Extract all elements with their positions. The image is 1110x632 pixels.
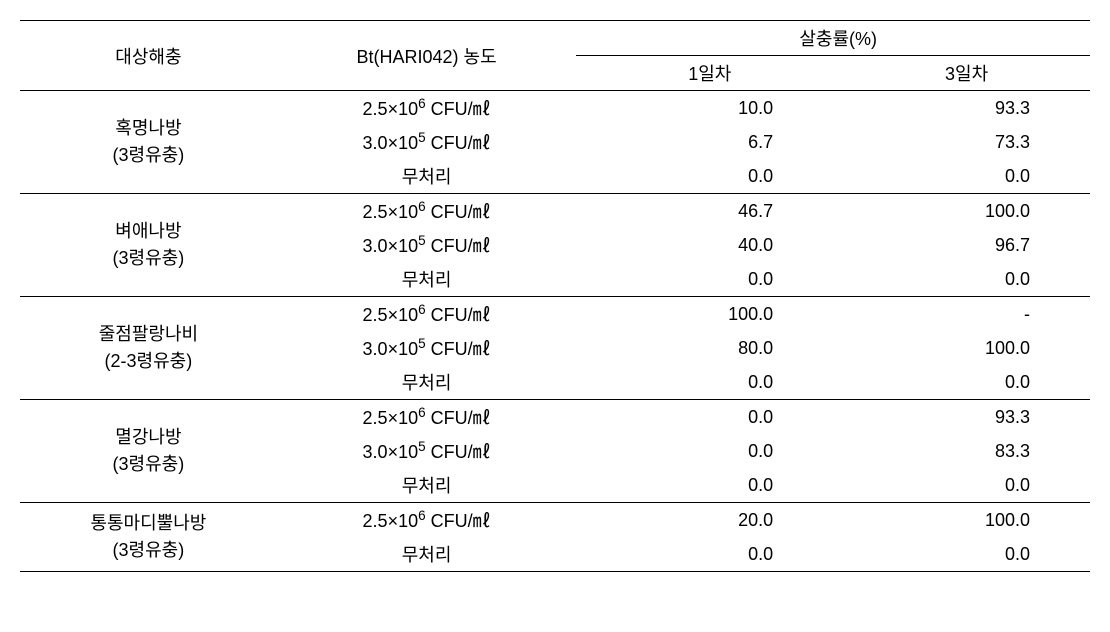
pest-instar: (2-3령유충) — [30, 348, 267, 375]
day1-value: 0.0 — [576, 262, 833, 297]
day1-value: 80.0 — [576, 331, 833, 365]
pest-name: 멸강나방 — [30, 424, 267, 451]
insecticidal-table: 대상해충Bt(HARI042) 농도살충률(%)1일차3일차혹명나방(3령유충)… — [20, 20, 1090, 572]
header-concentration: Bt(HARI042) 농도 — [277, 21, 577, 91]
pest-instar: (3령유충) — [30, 451, 267, 478]
day1-value: 0.0 — [576, 159, 833, 194]
pest-cell: 혹명나방(3령유충) — [20, 91, 277, 194]
pest-instar: (3령유충) — [30, 537, 267, 564]
pest-cell: 통통마디뿔나방(3령유충) — [20, 503, 277, 572]
day3-value: 93.3 — [833, 400, 1090, 435]
pest-instar: (3령유충) — [30, 245, 267, 272]
concentration-cell: 무처리 — [277, 159, 577, 194]
header-rate: 살충률(%) — [576, 21, 1090, 56]
concentration-cell: 무처리 — [277, 537, 577, 572]
concentration-cell: 무처리 — [277, 365, 577, 400]
concentration-cell: 3.0×105 CFU/㎖ — [277, 125, 577, 159]
day3-value: 73.3 — [833, 125, 1090, 159]
pest-name: 벼애나방 — [30, 218, 267, 245]
day1-value: 40.0 — [576, 228, 833, 262]
day3-value: 0.0 — [833, 468, 1090, 503]
concentration-cell: 2.5×106 CFU/㎖ — [277, 194, 577, 229]
day3-value: 0.0 — [833, 537, 1090, 572]
day1-value: 0.0 — [576, 400, 833, 435]
header-day1: 1일차 — [576, 56, 833, 91]
pest-name: 통통마디뿔나방 — [30, 510, 267, 537]
day3-value: 96.7 — [833, 228, 1090, 262]
day3-value: 0.0 — [833, 159, 1090, 194]
day1-value: 20.0 — [576, 503, 833, 538]
day1-value: 100.0 — [576, 297, 833, 332]
pest-cell: 줄점팔랑나비(2-3령유충) — [20, 297, 277, 400]
day1-value: 0.0 — [576, 365, 833, 400]
pest-cell: 멸강나방(3령유충) — [20, 400, 277, 503]
concentration-cell: 3.0×105 CFU/㎖ — [277, 228, 577, 262]
day1-value: 0.0 — [576, 537, 833, 572]
day3-value: 100.0 — [833, 194, 1090, 229]
concentration-cell: 3.0×105 CFU/㎖ — [277, 434, 577, 468]
day1-value: 10.0 — [576, 91, 833, 126]
day3-value: 0.0 — [833, 365, 1090, 400]
concentration-cell: 2.5×106 CFU/㎖ — [277, 400, 577, 435]
day3-value: 100.0 — [833, 331, 1090, 365]
header-pest: 대상해충 — [20, 21, 277, 91]
pest-name: 혹명나방 — [30, 115, 267, 142]
day1-value: 6.7 — [576, 125, 833, 159]
day1-value: 46.7 — [576, 194, 833, 229]
day3-value: 100.0 — [833, 503, 1090, 538]
day3-value: 0.0 — [833, 262, 1090, 297]
pest-name: 줄점팔랑나비 — [30, 321, 267, 348]
header-day3: 3일차 — [833, 56, 1090, 91]
pest-cell: 벼애나방(3령유충) — [20, 194, 277, 297]
concentration-cell: 3.0×105 CFU/㎖ — [277, 331, 577, 365]
day3-value: 93.3 — [833, 91, 1090, 126]
concentration-cell: 무처리 — [277, 468, 577, 503]
pest-instar: (3령유충) — [30, 142, 267, 169]
day3-value: - — [833, 297, 1090, 332]
day1-value: 0.0 — [576, 434, 833, 468]
concentration-cell: 2.5×106 CFU/㎖ — [277, 91, 577, 126]
day3-value: 83.3 — [833, 434, 1090, 468]
concentration-cell: 2.5×106 CFU/㎖ — [277, 503, 577, 538]
concentration-cell: 무처리 — [277, 262, 577, 297]
concentration-cell: 2.5×106 CFU/㎖ — [277, 297, 577, 332]
day1-value: 0.0 — [576, 468, 833, 503]
